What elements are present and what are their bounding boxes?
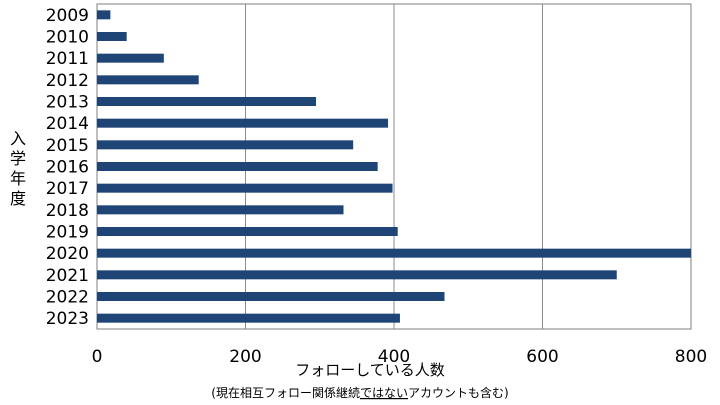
y-tick-label: 2018: [46, 201, 89, 221]
y-axis-label-char: 年: [10, 169, 26, 188]
bar-2018: [97, 205, 344, 215]
y-tick-label: 2010: [46, 28, 89, 48]
x-tick-label: 800: [675, 347, 707, 367]
bar-2023: [97, 313, 400, 323]
bar-2021: [97, 270, 617, 280]
bar-2019: [97, 227, 398, 236]
bar-2011: [97, 53, 164, 63]
bar-2020: [97, 248, 691, 258]
bars: [97, 10, 691, 323]
bar-2012: [97, 75, 199, 85]
x-axis-label: フォローしている人数: [295, 361, 445, 379]
bar-2010: [97, 32, 127, 41]
x-axis-sublabel: (現在相互フォロー関係継続ではないアカウントも含む): [211, 385, 508, 400]
bar-2022: [97, 292, 445, 301]
y-tick-label: 2022: [46, 288, 89, 308]
y-axis-label-char: 度: [10, 189, 26, 208]
bar-2016: [97, 162, 378, 171]
x-tick-label: 600: [526, 347, 558, 367]
x-tick-label: 400: [378, 347, 410, 367]
y-axis-label-char: 学: [10, 149, 26, 168]
y-tick-label: 2015: [46, 136, 89, 156]
y-axis-label-char: 入: [10, 129, 26, 148]
y-tick-label: 2020: [46, 244, 89, 264]
y-tick-label: 2017: [46, 179, 89, 199]
bar-2015: [97, 140, 354, 150]
y-tick-label: 2011: [46, 49, 89, 69]
x-tick-labels: 0 200 400 600 800: [92, 347, 708, 367]
x-tick-label: 0: [92, 347, 103, 367]
y-tick-label: 2021: [46, 266, 89, 286]
bar-2014: [97, 118, 389, 128]
x-tick-label: 200: [229, 347, 261, 367]
y-tick-label: 2012: [46, 71, 89, 91]
bar-2009: [97, 10, 111, 20]
y-tick-label: 2009: [46, 6, 89, 26]
y-tick-label: 2023: [46, 309, 89, 329]
y-tick-label: 2013: [46, 93, 89, 113]
bar-2017: [97, 183, 393, 193]
y-tick-label: 2019: [46, 223, 89, 243]
y-tick-labels: 2009201020112012201320142015201620172018…: [46, 6, 89, 329]
y-tick-label: 2014: [46, 114, 89, 134]
y-tick-label: 2016: [46, 158, 89, 178]
bar-2013: [97, 97, 317, 106]
